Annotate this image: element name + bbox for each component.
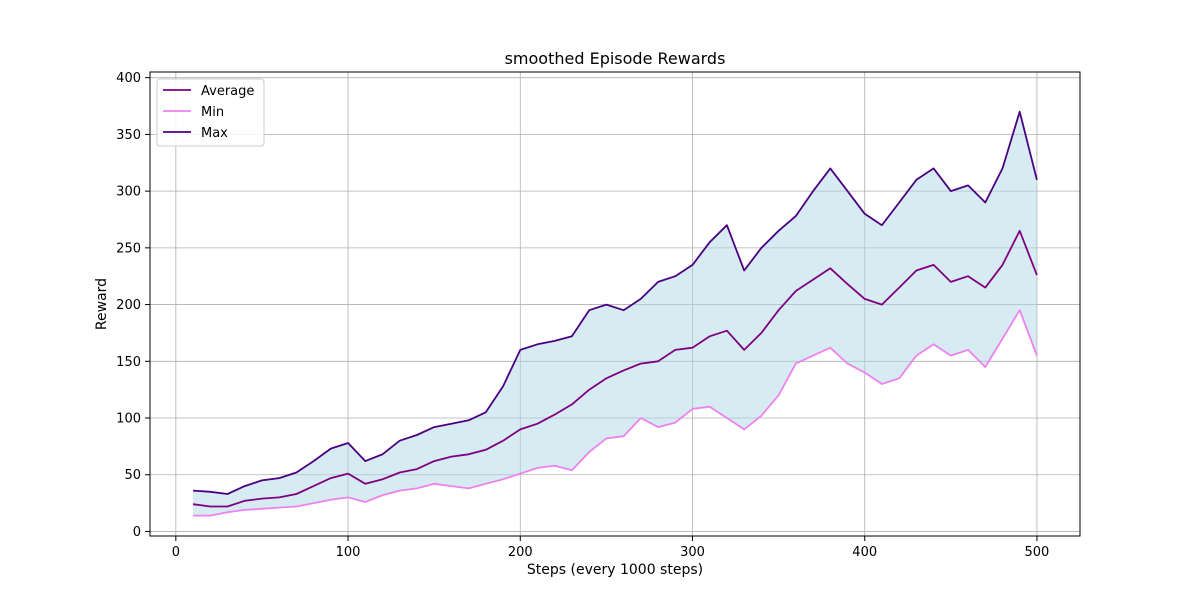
x-tick-label: 100 [336,545,361,560]
legend-box [156,78,265,147]
x-axis-ticks: 0 100 200 300 400 500 [172,536,1050,560]
chart-title: smoothed Episode Rewards [505,49,726,68]
y-tick-label: 150 [116,355,141,370]
y-tick-label: 300 [116,185,141,200]
min-max-band [193,111,1037,516]
y-tick-label: 250 [116,241,141,256]
x-tick-label: 200 [508,545,533,560]
legend-label-min: Min [201,105,224,120]
y-axis-label: Reward [94,278,110,330]
plot-frame [149,71,1081,537]
y-tick-label: 100 [116,412,141,427]
series-line-max [193,110,1038,495]
x-tick-label: 0 [172,545,180,560]
series-lines [192,110,1038,517]
legend: Average Min Max [156,78,265,147]
legend-label-max: Max [201,126,228,141]
x-axis-label: Steps (every 1000 steps) [527,562,703,578]
y-tick-label: 400 [116,71,141,86]
y-tick-label: 200 [116,298,141,313]
min-max-fill [193,111,1037,516]
y-tick-label: 50 [124,468,141,483]
series-line-min [193,309,1038,517]
y-tick-label: 0 [133,525,141,540]
legend-label-average: Average [201,84,254,99]
y-axis-ticks: 0 50 100 150 200 250 300 350 400 [116,71,150,540]
x-tick-label: 400 [852,545,877,560]
x-tick-label: 300 [680,545,705,560]
y-tick-label: 350 [116,128,141,143]
x-tick-label: 500 [1025,545,1050,560]
series-line-average [192,229,1038,508]
